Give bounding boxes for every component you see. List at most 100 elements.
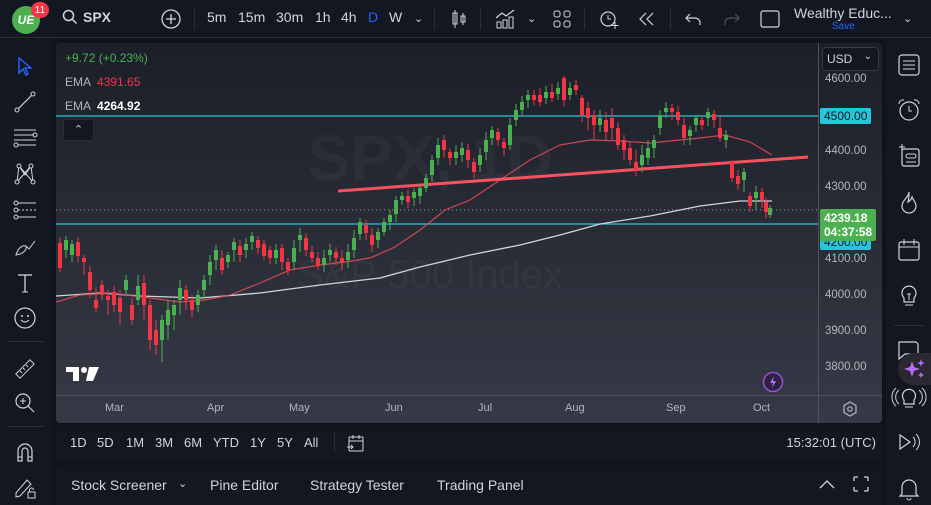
candle[interactable] <box>460 142 464 162</box>
candle[interactable] <box>328 244 332 262</box>
chart-settings-gear-icon[interactable] <box>842 401 858 417</box>
ai-assistant-button[interactable] <box>898 353 931 385</box>
candle[interactable] <box>658 110 662 135</box>
fullscreen-layout-icon[interactable] <box>759 8 781 30</box>
time-axis[interactable] <box>56 395 818 423</box>
candle[interactable] <box>298 228 302 252</box>
candle[interactable] <box>598 110 602 132</box>
candle[interactable] <box>364 220 368 240</box>
candle[interactable] <box>478 148 482 172</box>
alert-add-icon[interactable] <box>598 8 620 30</box>
candle[interactable] <box>166 300 170 340</box>
candle[interactable] <box>436 138 440 165</box>
candle[interactable] <box>64 236 68 258</box>
undo-icon[interactable] <box>682 8 704 30</box>
templates-grid-icon[interactable] <box>551 8 573 30</box>
range-5Y[interactable]: 5Y <box>277 435 293 450</box>
candle[interactable] <box>736 170 740 190</box>
candle[interactable] <box>346 244 350 268</box>
candle[interactable] <box>520 96 524 115</box>
ema-fast-legend[interactable]: EMA 4391.65 <box>65 75 140 89</box>
range-YTD[interactable]: YTD <box>213 435 239 450</box>
candle[interactable] <box>190 295 194 318</box>
candle[interactable] <box>592 110 596 140</box>
candle[interactable] <box>670 104 674 120</box>
candle[interactable] <box>764 198 768 218</box>
ema-slow-line[interactable] <box>56 200 772 299</box>
candle[interactable] <box>322 250 326 272</box>
candle[interactable] <box>94 287 98 312</box>
range-1D[interactable]: 1D <box>70 435 87 450</box>
streams-lightbulb-icon[interactable] <box>891 384 927 410</box>
layout-dropdown-chevron-icon[interactable]: ⌄ <box>903 13 913 25</box>
candle[interactable] <box>124 275 128 295</box>
candle[interactable] <box>214 245 218 270</box>
range-6M[interactable]: 6M <box>184 435 203 450</box>
candle[interactable] <box>220 250 224 275</box>
candle[interactable] <box>768 205 772 218</box>
candle[interactable] <box>100 280 104 300</box>
save-link[interactable]: Save <box>832 21 855 32</box>
candle[interactable] <box>508 118 512 150</box>
candle[interactable] <box>88 266 92 298</box>
candle[interactable] <box>646 140 650 165</box>
candle[interactable] <box>382 218 386 236</box>
redo-icon[interactable] <box>721 8 743 30</box>
watchlist-icon[interactable] <box>896 52 922 78</box>
screener-dropdown-chevron-icon[interactable]: ⌄ <box>178 478 188 490</box>
candle[interactable] <box>532 90 536 105</box>
trend-line[interactable] <box>337 155 809 193</box>
candle[interactable] <box>70 240 74 262</box>
tradingview-logo-icon[interactable] <box>66 365 100 383</box>
candle[interactable] <box>502 138 506 156</box>
candle[interactable] <box>484 132 488 160</box>
trend-line-icon[interactable] <box>12 89 38 115</box>
candle[interactable] <box>256 236 260 254</box>
lightning-icon[interactable] <box>762 371 784 393</box>
price-axis[interactable] <box>818 43 882 395</box>
candle[interactable] <box>586 102 590 130</box>
ema-slow-legend[interactable]: EMA 4264.92 <box>65 99 140 113</box>
candle[interactable] <box>274 244 278 264</box>
candle[interactable] <box>568 82 572 100</box>
candle[interactable] <box>160 315 164 362</box>
currency-select[interactable]: USD ⌄ <box>822 47 879 71</box>
forecasting-icon[interactable] <box>12 197 38 223</box>
symbol-search[interactable]: SPX <box>62 9 111 25</box>
candle[interactable] <box>562 76 566 106</box>
candle[interactable] <box>556 82 560 100</box>
candle[interactable] <box>496 128 500 146</box>
candle[interactable] <box>244 238 248 258</box>
candle[interactable] <box>448 148 452 165</box>
alarm-clock-icon[interactable] <box>896 97 922 123</box>
candle[interactable] <box>418 184 422 204</box>
candle[interactable] <box>694 115 698 132</box>
candle[interactable] <box>226 252 230 268</box>
interval-1h[interactable]: 1h <box>315 9 331 25</box>
candle[interactable] <box>712 110 716 128</box>
candle[interactable] <box>370 228 374 252</box>
interval-D[interactable]: D <box>368 9 379 25</box>
candle[interactable] <box>196 290 200 312</box>
candle[interactable] <box>754 186 758 210</box>
candle[interactable] <box>388 210 392 230</box>
candle[interactable] <box>634 150 638 176</box>
candle[interactable] <box>676 106 680 125</box>
candle[interactable] <box>400 192 404 205</box>
calendar-icon[interactable] <box>896 237 922 263</box>
candle[interactable] <box>628 142 632 165</box>
range-5D[interactable]: 5D <box>97 435 114 450</box>
text-icon[interactable] <box>12 270 38 296</box>
candle[interactable] <box>682 118 686 145</box>
panel-tab-stock-screener[interactable]: Stock Screener <box>71 477 167 493</box>
candle[interactable] <box>292 240 296 270</box>
range-All[interactable]: All <box>304 435 319 450</box>
cursor-icon[interactable] <box>12 54 38 80</box>
candle[interactable] <box>640 145 644 172</box>
candle[interactable] <box>652 135 656 158</box>
panel-tab-strategy-tester[interactable]: Strategy Tester <box>310 477 404 493</box>
candle[interactable] <box>184 285 188 310</box>
candle[interactable] <box>688 126 692 145</box>
broadcast-play-icon[interactable] <box>896 429 922 455</box>
candle[interactable] <box>238 240 242 262</box>
